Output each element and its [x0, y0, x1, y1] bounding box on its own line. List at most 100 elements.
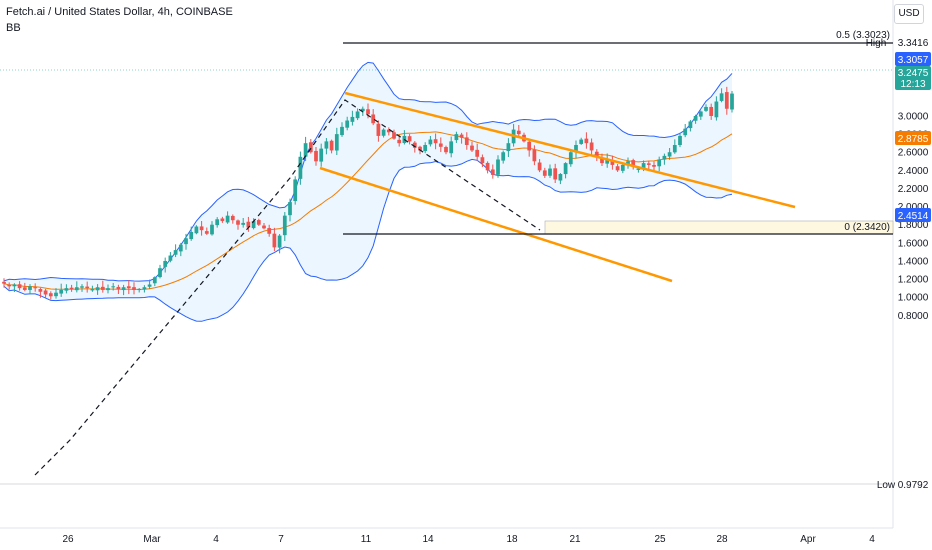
basis-value: 2.8785: [898, 134, 929, 145]
candle-body: [496, 159, 500, 175]
candle-body: [698, 111, 703, 117]
bb-lower-band: [3, 158, 733, 322]
channel-upper-line[interactable]: [344, 91, 796, 209]
currency-button[interactable]: USD: [894, 4, 924, 24]
candle-body: [704, 106, 708, 111]
candle-body: [158, 268, 162, 278]
bollinger-bands: [3, 61, 733, 322]
candle-body: [189, 231, 194, 240]
candle-body: [615, 166, 620, 171]
x-tick-label: 4: [869, 534, 875, 545]
y-tick-label: 1.4000: [898, 256, 929, 267]
candle-body: [485, 162, 490, 171]
candle-body: [646, 163, 651, 165]
dashed-trend-line[interactable]: [34, 99, 541, 476]
candle-body: [449, 141, 454, 154]
candle-body: [288, 202, 292, 216]
chart-title: Fetch.ai / United States Dollar, 4h, COI…: [6, 6, 233, 18]
x-tick-label: 18: [506, 534, 518, 545]
candle-body: [69, 287, 74, 290]
lower-band-badge: [895, 208, 931, 222]
x-tick-label: 28: [716, 534, 728, 545]
x-tick-label: 25: [654, 534, 666, 545]
candle-body: [574, 144, 578, 153]
time-axis[interactable]: 26 Mar 4 7 11 14 18 21 25 28 Apr 4: [62, 534, 875, 545]
indicator-label[interactable]: BB: [6, 22, 21, 34]
candle-body: [610, 160, 615, 165]
candle-body: [121, 287, 126, 291]
candle-body: [350, 116, 355, 122]
basis-badge: [895, 131, 931, 145]
candle-body: [38, 289, 43, 292]
candle-body: [28, 286, 32, 290]
candle-body: [397, 139, 402, 144]
candle-body: [672, 144, 677, 153]
price-badges: High 3.3416 3.3057 3.2475 12:13 2.8785 2…: [866, 38, 931, 491]
x-tick-label: Apr: [800, 534, 816, 545]
bar-countdown: 12:13: [900, 79, 925, 90]
candle-body: [256, 220, 261, 225]
candle-body: [173, 250, 178, 255]
candle-body: [298, 156, 303, 179]
candle-body: [693, 116, 698, 121]
candle-body: [215, 219, 220, 226]
candle-body: [386, 129, 391, 133]
lower-band-value: 2.4514: [898, 211, 929, 222]
candle-body: [631, 160, 636, 167]
candle-body: [719, 93, 724, 101]
y-tick-label: 2.0000: [898, 202, 929, 213]
drawings: 0.5 (3.3023) 0 (2.3420): [0, 30, 894, 485]
fib-level-05-label: 0.5 (3.3023): [836, 30, 890, 41]
channel-lower-line[interactable]: [319, 166, 673, 283]
y-tick-label: 0.8000: [898, 311, 929, 322]
candle-body: [688, 121, 693, 129]
candle-body: [392, 132, 396, 139]
candle-body: [324, 141, 329, 149]
x-tick-label: Mar: [143, 534, 161, 545]
candle-body: [137, 289, 142, 291]
candle-body: [563, 163, 568, 175]
candle-body: [470, 145, 474, 151]
candle-body: [225, 215, 230, 223]
candle-body: [589, 142, 594, 151]
candle-body: [267, 228, 272, 234]
candle-body: [142, 287, 147, 290]
candle-body: [714, 101, 719, 118]
bb-upper-band: [3, 61, 733, 282]
candle-body: [262, 225, 266, 229]
candle-body: [163, 260, 168, 267]
candle-body: [80, 286, 84, 288]
low-label: Low: [877, 480, 896, 491]
candle-body: [724, 92, 729, 109]
x-tick-label: 4: [213, 534, 219, 545]
candle-body: [272, 233, 277, 248]
candle-body: [340, 126, 344, 136]
candle-body: [626, 161, 630, 165]
last-price-value: 3.2475: [898, 68, 929, 79]
low-value: 0.9792: [898, 480, 929, 491]
candle-body: [90, 289, 95, 291]
candle-body: [620, 164, 625, 171]
y-tick-label: 1.0000: [898, 293, 929, 304]
candle-body: [43, 290, 48, 295]
candle-body: [95, 287, 100, 291]
candle-body: [537, 162, 542, 171]
candle-body: [147, 284, 152, 287]
candle-body: [636, 168, 641, 170]
candle-body: [360, 108, 365, 112]
upper-band-value: 3.3057: [898, 55, 929, 66]
candle-body: [74, 287, 79, 291]
candle-body: [178, 244, 183, 252]
candle-body: [490, 169, 495, 175]
candle-body: [220, 218, 225, 222]
candle-body: [152, 277, 157, 284]
candle-body: [667, 152, 672, 157]
candle-body: [407, 136, 412, 142]
high-label: High: [866, 38, 887, 49]
candle-body: [308, 142, 313, 153]
y-tick-label: 1.6000: [898, 238, 929, 249]
candle-body: [444, 147, 448, 153]
candle-body: [111, 286, 116, 288]
x-tick-label: 7: [278, 534, 284, 545]
